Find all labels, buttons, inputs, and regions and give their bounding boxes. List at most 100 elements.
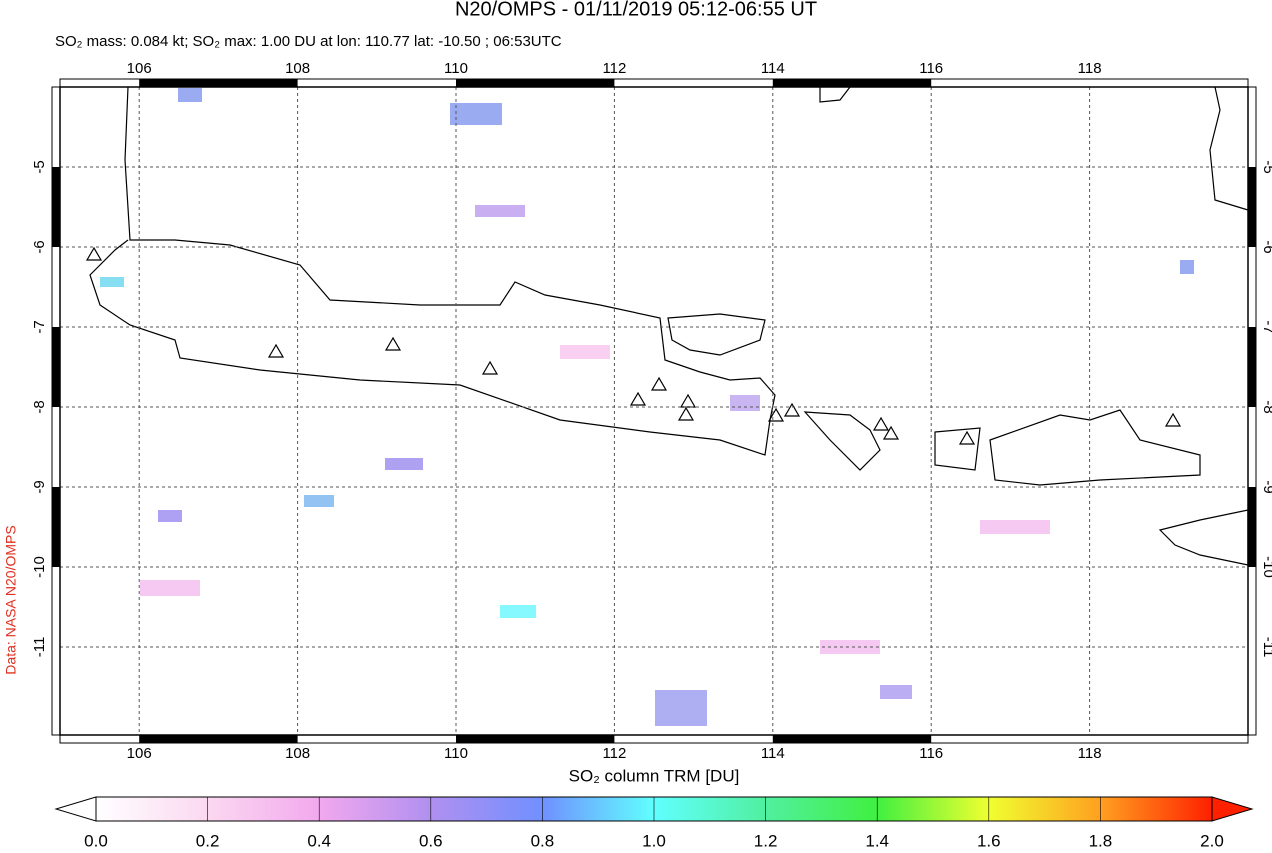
border-segment bbox=[139, 735, 298, 743]
x-tick-label: 112 bbox=[602, 745, 626, 762]
map-frame bbox=[59, 86, 1249, 736]
y-tick-label: -5 bbox=[1260, 160, 1272, 173]
colorbar-tick-label: 1.6 bbox=[977, 831, 1001, 850]
coastline bbox=[934, 427, 981, 471]
volcano bbox=[650, 376, 668, 391]
volcano bbox=[677, 406, 695, 421]
border-segment bbox=[772, 735, 932, 743]
y-tick-label: -5 bbox=[31, 160, 48, 173]
x-tick-label: 118 bbox=[1078, 60, 1102, 77]
title: N20/OMPS - 01/11/2019 05:12-06:55 UT bbox=[455, 0, 817, 20]
x-tick-label: 116 bbox=[919, 60, 943, 77]
data-source: Data: NASA N20/OMPS bbox=[3, 525, 19, 674]
colorbar-tick-label: 0.0 bbox=[84, 831, 108, 850]
so2-pixel bbox=[820, 640, 880, 654]
y-tick-label: -7 bbox=[1260, 320, 1272, 333]
y-tick-label: -10 bbox=[1260, 556, 1272, 578]
volcano bbox=[384, 336, 402, 351]
x-tick-label: 108 bbox=[285, 745, 310, 762]
so2-pixel bbox=[140, 580, 200, 596]
volcano bbox=[958, 430, 976, 445]
subtitle: SO₂ mass: 0.084 kt; SO₂ max: 1.00 DU at … bbox=[55, 33, 562, 50]
y-tick-label: -10 bbox=[31, 556, 48, 578]
y-tick-label: -6 bbox=[1260, 240, 1272, 253]
volcano bbox=[85, 246, 103, 261]
x-tick-label: 114 bbox=[761, 745, 785, 762]
coastline bbox=[803, 411, 881, 471]
so2-pixels bbox=[100, 88, 1194, 726]
so2-pixel bbox=[178, 88, 202, 102]
colorbar-under bbox=[54, 796, 97, 822]
so2-pixel bbox=[730, 395, 760, 411]
colorbar-tick-label: 1.4 bbox=[865, 831, 889, 850]
x-tick-label: 106 bbox=[127, 745, 152, 762]
y-tick-label: -11 bbox=[1260, 637, 1272, 658]
y-tick-label: -9 bbox=[1260, 480, 1272, 493]
x-tick-label: 106 bbox=[127, 60, 152, 77]
y-tick-label: -11 bbox=[31, 637, 48, 658]
colorbar-tick-label: 1.8 bbox=[1089, 831, 1113, 850]
coastline bbox=[989, 409, 1201, 486]
so2-pixel bbox=[1180, 260, 1194, 274]
volcano bbox=[1164, 412, 1182, 427]
colorbar-tick-label: 0.4 bbox=[307, 831, 331, 850]
so2-pixel bbox=[560, 345, 610, 359]
so2-pixel bbox=[655, 690, 707, 726]
border-segment bbox=[456, 735, 615, 743]
x-tick-label: 108 bbox=[285, 60, 310, 77]
x-tick-label: 118 bbox=[1078, 745, 1102, 762]
so2-pixel bbox=[450, 103, 502, 125]
x-tick-label: 110 bbox=[444, 745, 468, 762]
x-tick-label: 112 bbox=[602, 60, 626, 77]
colorbar-over bbox=[1211, 796, 1254, 822]
border-segment bbox=[1248, 327, 1256, 407]
volcano bbox=[267, 343, 285, 358]
volcanoes bbox=[85, 246, 1182, 445]
map-area bbox=[60, 87, 1248, 735]
volcano bbox=[679, 393, 697, 408]
coastline bbox=[667, 313, 766, 356]
so2-pixel bbox=[158, 510, 182, 522]
volcano bbox=[882, 425, 900, 440]
volcano bbox=[481, 360, 499, 375]
volcano bbox=[783, 402, 801, 417]
so2-pixel bbox=[100, 277, 124, 287]
border-segment bbox=[52, 327, 60, 407]
colorbar-tick-label: 0.2 bbox=[196, 831, 220, 850]
so2-pixel bbox=[880, 685, 912, 699]
colorbar-tick-label: 0.6 bbox=[419, 831, 443, 850]
so2-pixel bbox=[385, 458, 423, 470]
coastline bbox=[89, 86, 776, 456]
volcano bbox=[767, 407, 785, 422]
colorbar-tick-label: 0.8 bbox=[531, 831, 555, 850]
y-tick-label: -6 bbox=[31, 240, 48, 253]
colorbar-tick-label: 2.0 bbox=[1200, 831, 1224, 850]
colorbar-label: SO₂ column TRM [DU] bbox=[569, 766, 740, 785]
volcano bbox=[872, 416, 890, 431]
border-segment bbox=[456, 79, 615, 87]
border-segment bbox=[52, 167, 60, 247]
x-tick-label: 116 bbox=[919, 745, 943, 762]
so2-pixel bbox=[475, 205, 525, 217]
so2-pixel bbox=[980, 520, 1050, 534]
y-tick-label: -9 bbox=[31, 480, 48, 493]
y-tick-label: -8 bbox=[1260, 400, 1272, 413]
border-segment bbox=[772, 79, 932, 87]
so2-pixel bbox=[500, 605, 536, 618]
x-tick-label: 110 bbox=[444, 60, 468, 77]
colorbar-tick-label: 1.2 bbox=[754, 831, 778, 850]
x-tick-label: 114 bbox=[761, 60, 785, 77]
so2-pixel bbox=[304, 495, 334, 507]
border-segment bbox=[1248, 487, 1256, 567]
axes: 106 106 108 108 110 110 112 112 114 114 116 116 118 1… bbox=[31, 60, 1272, 762]
colorbar-tick-label: 1.0 bbox=[642, 831, 666, 850]
coastlines bbox=[89, 86, 1249, 566]
coastline bbox=[1209, 86, 1249, 211]
border-segment bbox=[52, 487, 60, 567]
y-tick-label: -8 bbox=[31, 400, 48, 413]
coastline bbox=[819, 86, 851, 103]
border-segment bbox=[1248, 167, 1256, 247]
volcano bbox=[629, 391, 647, 406]
y-tick-label: -7 bbox=[31, 320, 48, 333]
